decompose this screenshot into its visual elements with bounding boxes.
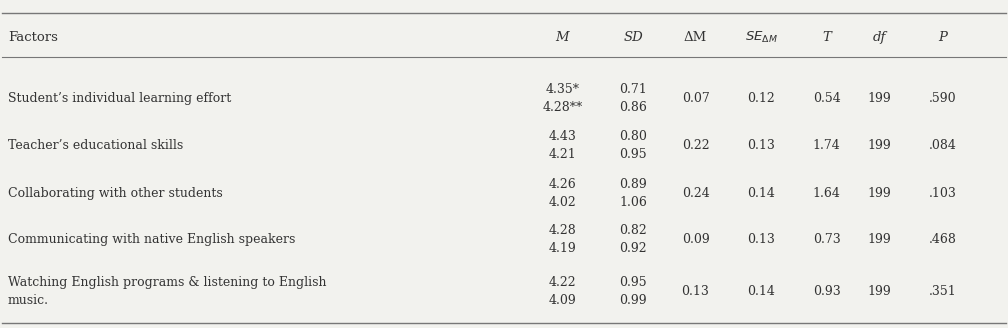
Text: 0.54: 0.54 — [812, 92, 841, 105]
Text: 0.22: 0.22 — [681, 139, 710, 153]
Text: .351: .351 — [928, 285, 957, 298]
Text: 0.14: 0.14 — [747, 187, 775, 200]
Text: 0.73: 0.73 — [812, 233, 841, 246]
Text: 0.93: 0.93 — [812, 285, 841, 298]
Text: 4.22
4.09: 4.22 4.09 — [548, 277, 577, 307]
Text: 4.35*
4.28**: 4.35* 4.28** — [542, 83, 583, 114]
Text: 0.13: 0.13 — [681, 285, 710, 298]
Text: P: P — [938, 31, 947, 44]
Text: 199: 199 — [867, 233, 891, 246]
Text: 199: 199 — [867, 139, 891, 153]
Text: 199: 199 — [867, 187, 891, 200]
Text: 4.43
4.21: 4.43 4.21 — [548, 131, 577, 161]
Text: 0.07: 0.07 — [681, 92, 710, 105]
Text: 0.13: 0.13 — [747, 139, 775, 153]
Text: T: T — [823, 31, 831, 44]
Text: 0.14: 0.14 — [747, 285, 775, 298]
Text: Student’s individual learning effort: Student’s individual learning effort — [8, 92, 231, 105]
Text: Watching English programs & listening to English
music.: Watching English programs & listening to… — [8, 277, 327, 307]
Text: Communicating with native English speakers: Communicating with native English speake… — [8, 233, 295, 246]
Text: 0.12: 0.12 — [747, 92, 775, 105]
Text: .103: .103 — [928, 187, 957, 200]
Text: 0.24: 0.24 — [681, 187, 710, 200]
Text: 4.28
4.19: 4.28 4.19 — [548, 224, 577, 255]
Text: 1.74: 1.74 — [812, 139, 841, 153]
Text: .468: .468 — [928, 233, 957, 246]
Text: .590: .590 — [928, 92, 957, 105]
Text: 0.71
0.86: 0.71 0.86 — [619, 83, 647, 114]
Text: $\mathit{SE}_{\Delta M}$: $\mathit{SE}_{\Delta M}$ — [745, 30, 777, 45]
Text: ΔM: ΔM — [683, 31, 708, 44]
Text: SD: SD — [623, 31, 643, 44]
Text: 1.64: 1.64 — [812, 187, 841, 200]
Text: 0.80
0.95: 0.80 0.95 — [619, 131, 647, 161]
Text: 0.82
0.92: 0.82 0.92 — [619, 224, 647, 255]
Text: M: M — [555, 31, 570, 44]
Text: 0.95
0.99: 0.95 0.99 — [619, 277, 647, 307]
Text: Collaborating with other students: Collaborating with other students — [8, 187, 223, 200]
Text: 0.13: 0.13 — [747, 233, 775, 246]
Text: Teacher’s educational skills: Teacher’s educational skills — [8, 139, 183, 153]
Text: 0.09: 0.09 — [681, 233, 710, 246]
Text: Factors: Factors — [8, 31, 57, 44]
Text: .084: .084 — [928, 139, 957, 153]
Text: 0.89
1.06: 0.89 1.06 — [619, 178, 647, 209]
Text: 199: 199 — [867, 92, 891, 105]
Text: 4.26
4.02: 4.26 4.02 — [548, 178, 577, 209]
Text: 199: 199 — [867, 285, 891, 298]
Text: df: df — [872, 31, 886, 44]
